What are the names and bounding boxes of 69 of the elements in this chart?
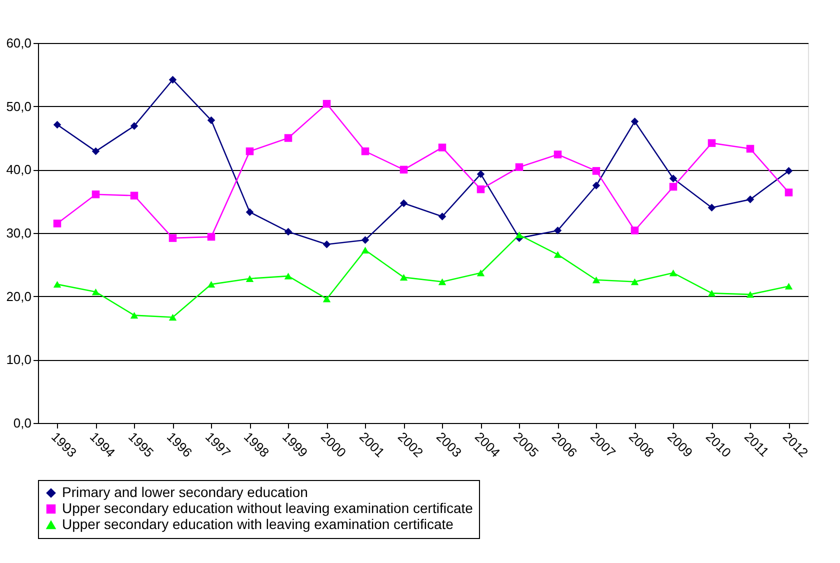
point — [207, 116, 216, 124]
point — [784, 167, 793, 175]
point — [476, 185, 485, 194]
point — [592, 167, 600, 175]
y-tick-label: 40,0 — [6, 162, 32, 178]
point — [400, 274, 408, 281]
point — [554, 226, 562, 234]
point — [784, 282, 793, 290]
point — [130, 312, 138, 319]
point — [746, 196, 754, 204]
point — [284, 272, 292, 280]
y-tick-label: 0,0 — [13, 416, 32, 430]
point — [438, 144, 446, 152]
point — [515, 163, 524, 172]
y-tick-label: 30,0 — [6, 226, 32, 240]
point — [784, 188, 793, 196]
point — [361, 246, 370, 254]
point — [630, 278, 639, 286]
point — [53, 280, 62, 288]
point — [168, 314, 177, 321]
point — [554, 150, 562, 158]
point — [361, 236, 370, 244]
point — [207, 232, 216, 241]
point — [130, 122, 138, 130]
point — [246, 147, 254, 156]
point — [322, 296, 331, 302]
point — [92, 288, 100, 296]
point — [246, 275, 254, 282]
point — [592, 276, 600, 284]
point — [708, 290, 716, 297]
point — [438, 278, 446, 286]
point — [92, 190, 100, 198]
point — [554, 251, 562, 258]
point — [592, 182, 600, 190]
point — [630, 118, 639, 126]
y-tick-label: 20,0 — [6, 288, 32, 304]
point — [746, 144, 754, 153]
point — [746, 291, 754, 298]
point — [476, 270, 485, 276]
y-tick-label: 60,0 — [6, 36, 32, 50]
point — [322, 240, 331, 248]
point — [400, 166, 408, 174]
legend-label: Upper secondary education with leaving examination certificate — [62, 516, 454, 532]
legend-label: Upper secondary education without leaving examination certificate — [62, 500, 474, 516]
point — [708, 204, 716, 212]
point — [708, 139, 716, 147]
point — [438, 212, 446, 220]
point — [92, 147, 100, 156]
point — [53, 120, 62, 129]
point — [322, 100, 331, 108]
point — [53, 220, 62, 228]
point — [669, 174, 678, 182]
point — [515, 232, 524, 238]
point — [630, 226, 639, 234]
point — [361, 147, 370, 156]
y-tick-label: 50,0 — [6, 98, 32, 114]
point — [476, 170, 485, 178]
point — [246, 208, 254, 216]
point — [669, 182, 678, 191]
point — [168, 234, 177, 242]
point — [284, 134, 292, 142]
point — [207, 280, 216, 288]
point — [284, 228, 292, 236]
y-tick-label: 10,0 — [6, 352, 32, 368]
point — [400, 199, 408, 208]
legend-label: Primary and lower secondary education — [62, 484, 308, 500]
point — [168, 76, 177, 84]
point — [669, 270, 678, 276]
point — [130, 192, 138, 200]
